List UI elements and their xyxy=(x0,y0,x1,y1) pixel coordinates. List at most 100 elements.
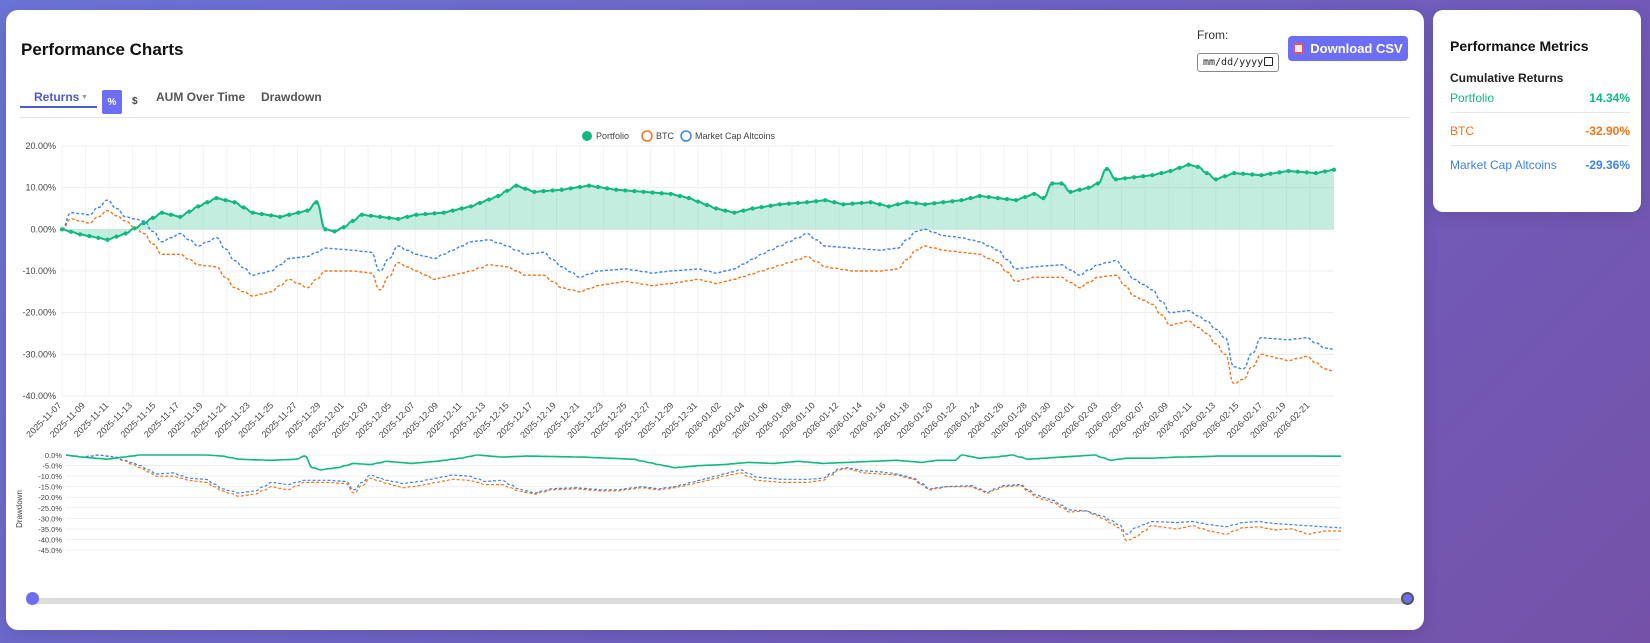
y-tick-label: -30.00% xyxy=(22,349,56,359)
portfolio-point xyxy=(114,234,119,239)
btc-line xyxy=(61,209,1335,385)
portfolio-point xyxy=(1141,174,1146,179)
portfolio-point xyxy=(532,189,537,194)
charts-canvas: Portfolio BTC Market Cap Altcoins 20.00%… xyxy=(15,130,1342,555)
portfolio-point xyxy=(1032,191,1037,197)
portfolio-point xyxy=(686,195,692,201)
from-date-input[interactable]: mm/dd/yyyy xyxy=(1197,53,1279,72)
y-tick-label: -20.0% xyxy=(38,493,62,502)
y-tick-label: -20.00% xyxy=(22,308,56,318)
portfolio-point xyxy=(868,200,873,205)
portfolio-point xyxy=(923,202,928,207)
portfolio-point xyxy=(214,195,219,201)
portfolio-point xyxy=(505,188,510,193)
portfolio-point xyxy=(623,188,628,193)
portfolio-point xyxy=(1013,198,1019,203)
portfolio-point xyxy=(541,189,546,194)
dollar-toggle-button[interactable]: $ xyxy=(132,96,138,107)
portfolio-point xyxy=(1113,177,1119,182)
y-tick-label: -5.0% xyxy=(42,462,62,471)
portfolio-point xyxy=(1259,173,1264,178)
portfolio-point xyxy=(704,202,710,208)
portfolio-point xyxy=(1250,172,1255,177)
drawdown-portfolio-line xyxy=(65,454,1341,471)
range-end-handle[interactable] xyxy=(1401,592,1414,605)
portfolio-point xyxy=(377,214,383,219)
portfolio-point xyxy=(196,204,201,209)
portfolio-point xyxy=(595,184,601,190)
portfolio-point xyxy=(87,234,92,239)
from-label: From: xyxy=(1197,28,1229,42)
y-tick-label: 20.00% xyxy=(25,141,56,151)
portfolio-point xyxy=(1150,173,1155,178)
tab-returns[interactable]: Returns xyxy=(34,90,80,104)
portfolio-point xyxy=(677,193,682,199)
portfolio-point xyxy=(1295,169,1300,174)
portfolio-point xyxy=(1159,170,1164,176)
portfolio-point xyxy=(732,210,737,215)
portfolio-point xyxy=(96,235,101,241)
y-tick-label: -30.0% xyxy=(38,514,62,523)
tabs-divider xyxy=(20,117,1410,118)
portfolio-point xyxy=(332,229,337,234)
portfolio-point xyxy=(68,229,74,234)
range-start-handle[interactable] xyxy=(26,592,39,605)
portfolio-point xyxy=(659,191,664,196)
portfolio-point xyxy=(232,200,237,205)
y-tick-label: 0.0% xyxy=(45,451,62,460)
portfolio-point xyxy=(832,200,837,205)
portfolio-point xyxy=(1104,166,1109,172)
returns-series xyxy=(59,162,1337,385)
portfolio-point xyxy=(268,213,274,218)
market-cap-altcoins-line xyxy=(61,199,1335,370)
tab-drawdown[interactable]: Drawdown xyxy=(261,90,322,104)
portfolio-point xyxy=(287,212,292,217)
metric-value: 14.34% xyxy=(1589,91,1630,105)
portfolio-point xyxy=(59,227,65,232)
tab-aum-over-time[interactable]: AUM Over Time xyxy=(156,90,246,104)
portfolio-point xyxy=(178,214,183,219)
portfolio-point xyxy=(368,213,374,218)
legend-alt-icon xyxy=(680,130,692,142)
legend-btc-label: BTC xyxy=(656,131,675,141)
portfolio-point xyxy=(305,208,310,213)
portfolio-point xyxy=(323,227,328,232)
range-slider-track[interactable] xyxy=(26,598,1409,604)
portfolio-point xyxy=(977,193,982,199)
portfolio-point xyxy=(1059,181,1064,186)
portfolio-point xyxy=(941,200,946,205)
portfolio-point xyxy=(759,205,764,210)
download-csv-button[interactable]: Download CSV xyxy=(1288,36,1408,61)
legend-btc-icon xyxy=(641,130,653,142)
percent-toggle-button[interactable]: % xyxy=(102,90,122,114)
portfolio-point xyxy=(913,201,919,206)
metric-name: Market Cap Altcoins xyxy=(1450,158,1557,172)
portfolio-point xyxy=(1095,181,1100,186)
portfolio-point xyxy=(1313,170,1318,176)
portfolio-point xyxy=(396,216,401,222)
portfolio-point xyxy=(78,232,83,237)
portfolio-point xyxy=(1004,197,1010,202)
portfolio-point xyxy=(668,191,673,197)
y-tick-label: -10.00% xyxy=(22,266,56,276)
y-tick-label: -40.0% xyxy=(38,535,62,544)
portfolio-point xyxy=(895,202,900,207)
metric-row-market-cap-altcoins: Market Cap Altcoins -29.36% xyxy=(1450,150,1630,180)
portfolio-point xyxy=(1277,170,1282,175)
portfolio-point xyxy=(950,199,955,204)
portfolio-point xyxy=(259,211,264,217)
y-tick-label: -15.0% xyxy=(38,483,62,492)
calendar-icon[interactable] xyxy=(1264,57,1273,66)
y-tick-label: 0.00% xyxy=(30,224,56,234)
chart-legend[interactable]: Portfolio BTC Market Cap Altcoins xyxy=(582,130,776,142)
legend-portfolio-icon xyxy=(582,131,592,141)
chevron-down-icon: ▼ xyxy=(81,94,88,101)
portfolio-point xyxy=(350,218,355,224)
y-tick-label: 10.00% xyxy=(25,183,56,193)
portfolio-point xyxy=(932,201,937,206)
portfolio-point xyxy=(1041,195,1046,201)
returns-grid xyxy=(61,145,1334,397)
portfolio-point xyxy=(1050,181,1055,186)
y-tick-label: -10.0% xyxy=(38,472,62,481)
portfolio-point xyxy=(1086,185,1091,190)
